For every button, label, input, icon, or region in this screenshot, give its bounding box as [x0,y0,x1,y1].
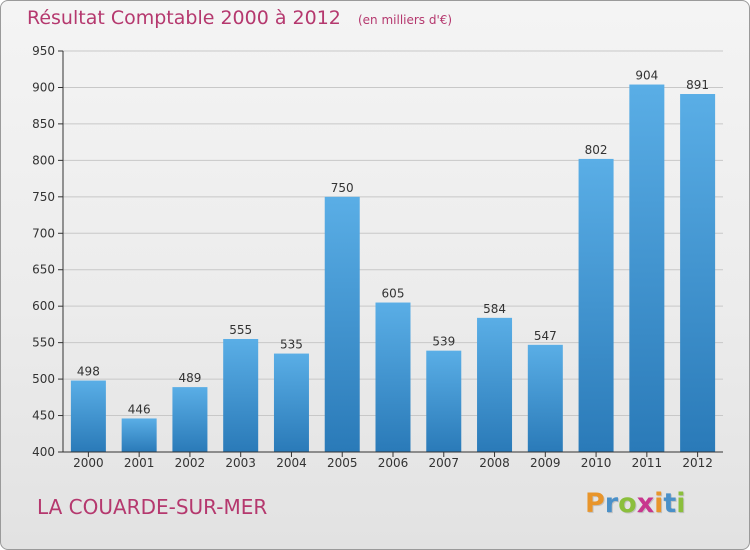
y-tick-label: 850 [32,117,55,131]
bars [70,84,716,453]
axes: 400 450 500 550 600 650 700 750 800 850 900 950 2000… [32,44,723,470]
x-tick-label: 2003 [225,456,256,470]
value-labels: 498 446 489 555 535 750 605 539 584 547 802 904 891 [77,69,709,417]
data-label: 891 [686,78,709,92]
proxiti-logo[interactable]: Proxiti [585,488,686,519]
x-tick-label: 2009 [530,456,561,470]
bar [375,302,411,452]
bar [629,84,665,453]
chart-title: Résultat Comptable 2000 à 2012 [27,7,341,29]
x-tick-label: 2011 [632,456,663,470]
y-tick-label: 950 [32,44,55,58]
bar [273,353,309,452]
x-tick-label: 2010 [581,456,612,470]
bar [172,387,208,452]
x-tick-label: 2008 [479,456,510,470]
x-tick-label: 2012 [682,456,713,470]
data-label: 904 [635,69,658,83]
y-tick-label: 900 [32,80,55,94]
data-label: 750 [331,181,354,195]
logo-letter: i [654,488,664,519]
data-label: 605 [382,287,405,301]
bar [680,94,716,453]
data-label: 489 [178,371,201,385]
bar [477,317,513,452]
data-label: 547 [534,329,557,343]
bar [324,196,360,452]
bar [121,418,157,452]
x-tick-label: 2001 [124,456,155,470]
x-tick-label: 2007 [428,456,459,470]
data-label: 584 [483,302,506,316]
bar [70,380,106,452]
bar [578,158,614,452]
title-row: Résultat Comptable 2000 à 2012 (en milli… [27,7,452,29]
logo-letter: t [663,488,677,519]
x-tick-label: 2000 [73,456,104,470]
x-tick-label: 2005 [327,456,358,470]
bar [527,344,563,452]
data-label: 446 [128,402,151,416]
y-tick-label: 400 [32,445,55,459]
data-label: 498 [77,365,100,379]
data-label: 539 [432,335,455,349]
y-tick-label: 800 [32,153,55,167]
y-tick-label: 750 [32,190,55,204]
logo-letter: P [585,488,605,519]
commune-name: LA COUARDE-SUR-MER [37,495,268,519]
y-tick-label: 700 [32,226,55,240]
y-tick-label: 600 [32,299,55,313]
logo-letter: x [636,488,655,519]
logo-letter: i [676,488,686,519]
logo-letter: r [604,488,619,519]
y-tick-label: 450 [32,409,55,423]
x-tick-label: 2004 [276,456,307,470]
x-tick-label: 2006 [378,456,409,470]
logo-letter: o [618,488,637,519]
chart-subtitle: (en milliers d'€) [357,13,453,27]
data-label: 535 [280,338,303,352]
y-tick-label: 500 [32,372,55,386]
data-label: 555 [229,323,252,337]
data-label: 802 [585,143,608,157]
x-tick-label: 2002 [175,456,206,470]
y-tick-label: 550 [32,336,55,350]
y-tick-label: 650 [32,263,55,277]
bar [223,338,259,452]
bar [426,350,462,452]
